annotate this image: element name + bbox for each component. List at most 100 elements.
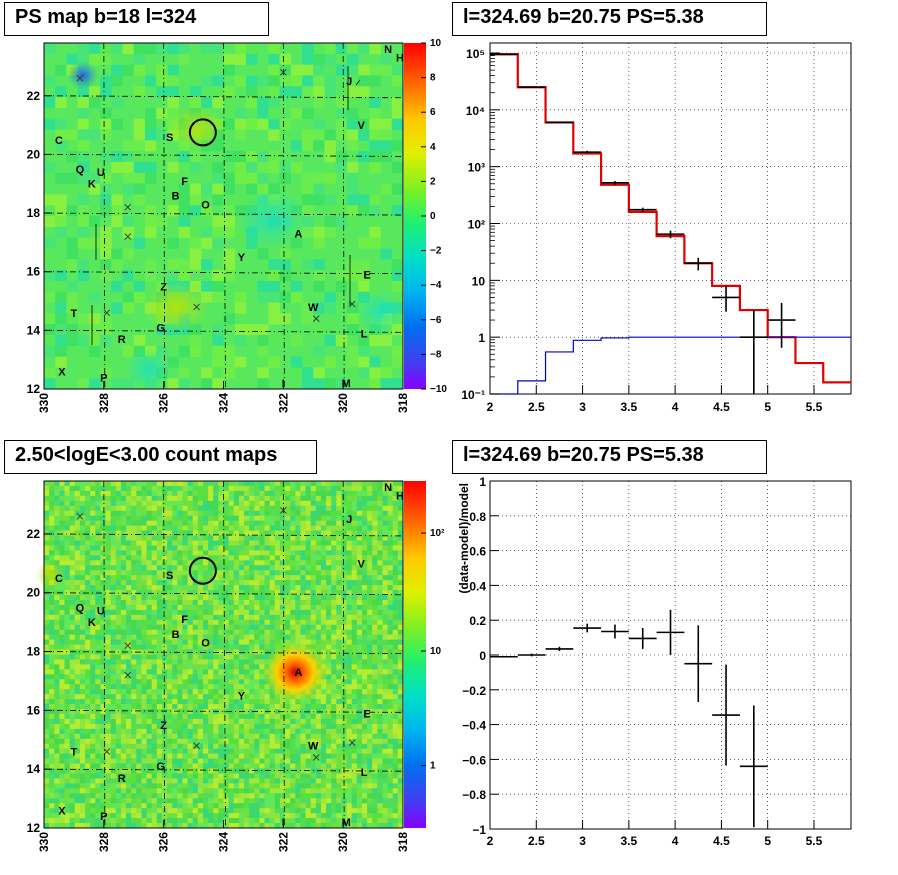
map-pixel bbox=[131, 535, 137, 541]
map-pixel bbox=[79, 684, 86, 690]
map-pixel bbox=[331, 699, 337, 705]
map-pixel bbox=[274, 495, 281, 502]
map-pixel bbox=[285, 490, 291, 497]
map-pixel bbox=[300, 485, 306, 492]
map-pixel bbox=[69, 505, 76, 512]
map-pixel bbox=[244, 763, 250, 769]
map-pixel bbox=[161, 560, 168, 566]
map-pixel bbox=[115, 674, 122, 680]
map-pixel bbox=[44, 140, 56, 152]
map-pixel bbox=[213, 733, 219, 740]
map-pixel bbox=[244, 738, 250, 745]
map-pixel bbox=[156, 753, 163, 759]
map-pixel bbox=[79, 723, 86, 730]
map-pixel bbox=[90, 525, 96, 531]
map-pixel bbox=[88, 378, 101, 390]
map-pixel bbox=[254, 738, 260, 745]
map-pixel bbox=[85, 540, 91, 546]
map-pixel bbox=[223, 495, 229, 502]
map-pixel bbox=[326, 619, 332, 626]
map-pixel bbox=[120, 585, 127, 591]
map-grid-line bbox=[342, 42, 345, 390]
map-pixel bbox=[85, 723, 91, 730]
map-pixel bbox=[336, 684, 342, 690]
map-pixel bbox=[310, 743, 317, 749]
map-pixel bbox=[331, 823, 337, 829]
map-pixel bbox=[146, 585, 152, 591]
map-pixel bbox=[54, 709, 60, 715]
map-pixel bbox=[77, 194, 90, 206]
map-pixel bbox=[290, 505, 296, 512]
map-pixel bbox=[331, 773, 337, 779]
map-pixel bbox=[335, 43, 348, 55]
map-pixel bbox=[115, 718, 122, 725]
map-pixel bbox=[178, 378, 191, 390]
map-pixel bbox=[100, 525, 106, 531]
map-pixel bbox=[254, 748, 260, 754]
map-pixel bbox=[64, 485, 70, 492]
map-pixel bbox=[141, 530, 147, 536]
map-pixel bbox=[269, 624, 276, 631]
map-pixel bbox=[120, 490, 127, 497]
map-pixel bbox=[100, 595, 106, 601]
map-pixel bbox=[300, 718, 306, 725]
map-pixel bbox=[95, 709, 101, 715]
map-pixel bbox=[290, 367, 303, 379]
map-pixel bbox=[201, 280, 213, 292]
map-pixel bbox=[305, 565, 311, 571]
map-pixel bbox=[213, 505, 219, 512]
map-pixel bbox=[295, 798, 301, 804]
map-pixel bbox=[55, 291, 67, 303]
map-pixel bbox=[212, 270, 224, 282]
map-pixel bbox=[115, 763, 122, 769]
map-pixel bbox=[172, 481, 178, 487]
map-pixel bbox=[268, 313, 280, 325]
map-pixel bbox=[264, 788, 270, 794]
map-pixel bbox=[336, 704, 342, 710]
map-pixel bbox=[115, 709, 122, 715]
map-pixel bbox=[64, 684, 70, 690]
map-pixel bbox=[326, 481, 332, 487]
map-pixel bbox=[167, 505, 173, 512]
map-pixel bbox=[341, 525, 347, 531]
y-tick-label: 18 bbox=[27, 206, 41, 220]
map-pixel bbox=[49, 699, 55, 705]
map-pixel bbox=[105, 555, 111, 561]
map-pixel bbox=[254, 644, 260, 650]
map-pixel bbox=[110, 634, 117, 640]
source-cross-marker bbox=[103, 309, 111, 317]
map-pixel bbox=[131, 659, 137, 665]
map-pixel bbox=[189, 205, 202, 217]
map-pixel bbox=[133, 194, 146, 206]
map-pixel bbox=[141, 565, 147, 571]
map-pixel bbox=[192, 495, 199, 502]
map-pixel bbox=[126, 639, 132, 645]
map-pixel bbox=[77, 205, 90, 217]
map-pixel bbox=[257, 378, 269, 390]
map-pixel bbox=[358, 334, 370, 347]
map-pixel bbox=[192, 649, 199, 655]
map-pixel bbox=[269, 481, 276, 487]
map-pixel bbox=[268, 118, 280, 130]
map-pixel bbox=[290, 86, 303, 98]
map-pixel bbox=[310, 609, 317, 616]
map-pixel bbox=[320, 609, 327, 616]
map-pixel bbox=[295, 778, 301, 784]
map-pixel bbox=[167, 595, 173, 601]
map-pixel bbox=[213, 515, 219, 521]
map-pixel bbox=[264, 560, 270, 566]
map-pixel bbox=[208, 709, 214, 715]
map-pixel bbox=[59, 823, 65, 829]
map-pixel bbox=[59, 709, 65, 715]
map-pixel bbox=[259, 560, 265, 566]
map-pixel bbox=[146, 619, 152, 626]
map-pixel bbox=[69, 783, 76, 789]
map-pixel bbox=[336, 575, 342, 581]
map-pixel bbox=[115, 699, 122, 705]
map-pixel bbox=[120, 510, 127, 516]
map-pixel bbox=[64, 788, 70, 794]
map-pixel bbox=[122, 226, 135, 238]
map-pixel bbox=[315, 545, 322, 551]
map-pixel bbox=[44, 684, 50, 690]
map-pixel bbox=[131, 609, 137, 616]
